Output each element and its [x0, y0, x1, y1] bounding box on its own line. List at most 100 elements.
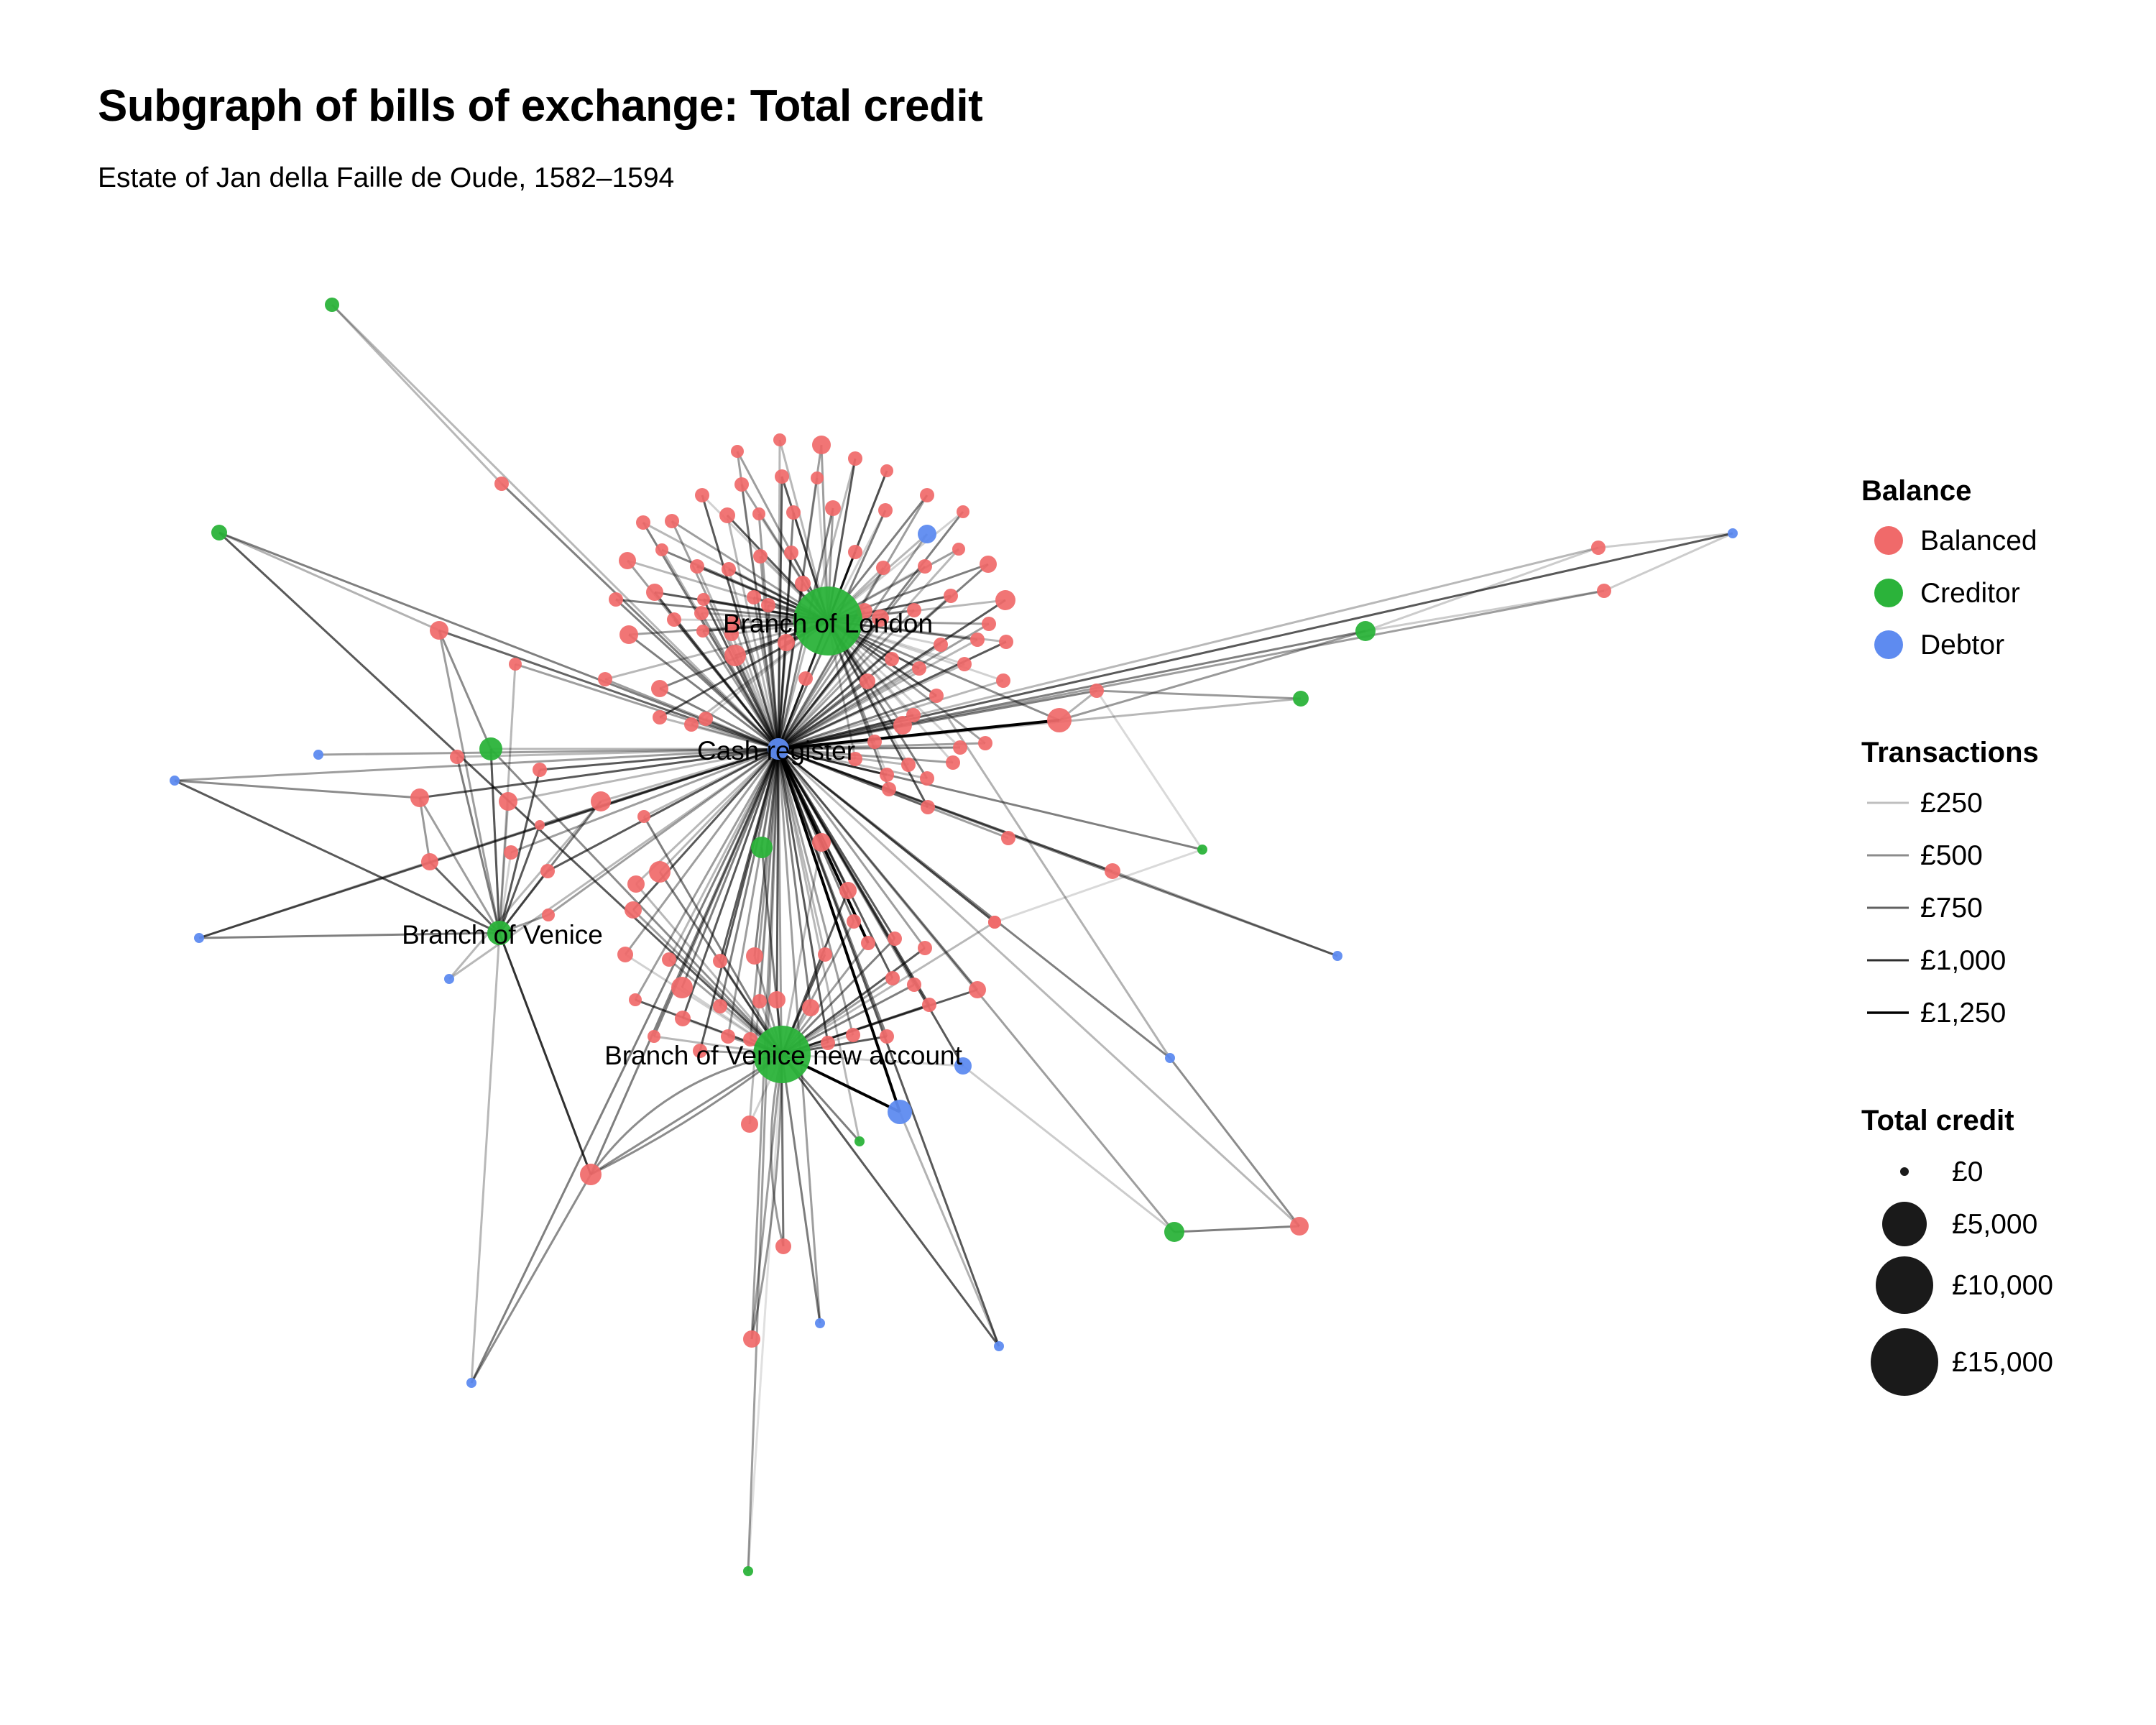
graph-edge — [898, 1111, 1000, 1347]
graph-edge — [752, 597, 780, 750]
balanced-node — [818, 947, 832, 962]
graph-edge — [778, 748, 856, 760]
balanced-node — [694, 606, 709, 620]
graph-edge — [673, 619, 780, 750]
graph-edge — [624, 748, 780, 955]
legend-credit-dot-5000 — [1882, 1202, 1927, 1246]
graph-edge — [507, 748, 779, 803]
chart-title: Subgraph of bills of exchange: Total cre… — [98, 81, 983, 131]
balanced-node — [724, 645, 746, 666]
graph-edge — [702, 599, 780, 750]
cash-register-node — [768, 738, 789, 760]
balanced-node — [695, 488, 709, 502]
graph-edge — [498, 824, 541, 934]
graph-edge — [749, 748, 780, 1040]
graph-edge — [780, 842, 823, 1055]
balanced-node — [734, 477, 749, 492]
balanced-node — [784, 546, 798, 560]
balanced-node — [636, 515, 650, 530]
graph-edge — [777, 748, 1301, 1228]
graph-edge — [681, 748, 780, 1019]
graph-edge — [947, 718, 1171, 1059]
balanced-node — [504, 845, 518, 860]
balanced-node — [535, 820, 545, 830]
balanced-node — [1290, 1217, 1309, 1236]
graph-edge — [778, 680, 868, 750]
debtor-node — [815, 1318, 825, 1328]
balanced-node — [846, 1028, 860, 1042]
balanced-node — [609, 592, 623, 607]
graph-edge — [498, 769, 541, 934]
balanced-node — [619, 625, 638, 644]
balanced-node — [722, 562, 736, 576]
graph-edge — [758, 748, 780, 1002]
graph-edge — [780, 1054, 1000, 1347]
graph-edge — [218, 531, 783, 1056]
graph-edge — [775, 748, 780, 1000]
balanced-node — [907, 603, 921, 617]
branch-of-london-node — [793, 586, 862, 656]
legend-credit-label-10000: £10,000 — [1952, 1270, 2053, 1301]
balanced-node — [999, 635, 1013, 649]
creditor-node — [1293, 691, 1309, 707]
graph-edge — [174, 779, 500, 934]
graph-edge — [548, 748, 779, 916]
balanced-node — [860, 673, 875, 689]
graph-edge — [777, 609, 916, 750]
graph-edge — [498, 932, 592, 1175]
balanced-node — [969, 981, 986, 998]
legend-transaction-label-750: £750 — [1920, 893, 1983, 924]
legend-creditor-swatch — [1874, 579, 1903, 607]
balanced-node — [882, 782, 896, 796]
graph-edge — [1169, 1057, 1301, 1227]
graph-edge — [498, 870, 549, 934]
debtor-node — [1165, 1053, 1175, 1063]
balanced-node — [421, 853, 438, 870]
balanced-node — [747, 590, 761, 604]
node-labels-layer: Branch of London Cash register Branch of V… — [402, 609, 962, 1070]
graph-edge — [589, 1053, 783, 1175]
balanced-node — [952, 543, 965, 556]
graph-edge — [780, 1054, 821, 1324]
legend-credit-dot-15000 — [1871, 1328, 1938, 1396]
graph-edge — [701, 630, 780, 750]
balanced-node — [906, 708, 921, 722]
balanced-node — [957, 505, 969, 518]
graph-edge — [778, 679, 1004, 750]
balanced-node — [741, 1116, 758, 1133]
graph-edge — [778, 622, 990, 750]
graph-edge — [428, 860, 501, 934]
balanced-node — [430, 621, 448, 640]
graph-edge — [750, 1054, 783, 1340]
balanced-node — [1591, 540, 1606, 555]
balanced-node — [901, 758, 916, 772]
balanced-node — [912, 661, 926, 676]
balanced-node — [812, 833, 831, 852]
graph-edge — [500, 482, 780, 750]
graph-edge — [419, 748, 779, 799]
balanced-node — [825, 500, 841, 516]
graph-edge — [174, 748, 779, 782]
balanced-node — [509, 658, 522, 671]
balanced-node — [876, 561, 890, 575]
graph-edge — [777, 748, 861, 1142]
balanced-node — [848, 545, 862, 559]
graph-edge — [331, 303, 780, 750]
graph-edge — [547, 748, 779, 873]
graph-edge — [777, 748, 964, 1067]
graph-edge — [781, 921, 995, 1056]
graph-edge — [438, 630, 492, 750]
branch-of-venice-node — [487, 921, 512, 945]
graph-edge — [778, 742, 986, 750]
graph-edge — [778, 589, 1605, 750]
balanced-node — [671, 977, 693, 998]
graph-edge — [700, 612, 780, 750]
graph-edge — [489, 748, 783, 1056]
graph-edge — [515, 663, 779, 750]
graph-edge — [500, 482, 780, 750]
legend-credit-dot-0 — [1900, 1167, 1909, 1176]
legend-creditor-label: Creditor — [1920, 578, 2020, 609]
balanced-node — [812, 436, 831, 454]
graph-edge — [778, 663, 965, 750]
graph-edge — [642, 522, 780, 750]
